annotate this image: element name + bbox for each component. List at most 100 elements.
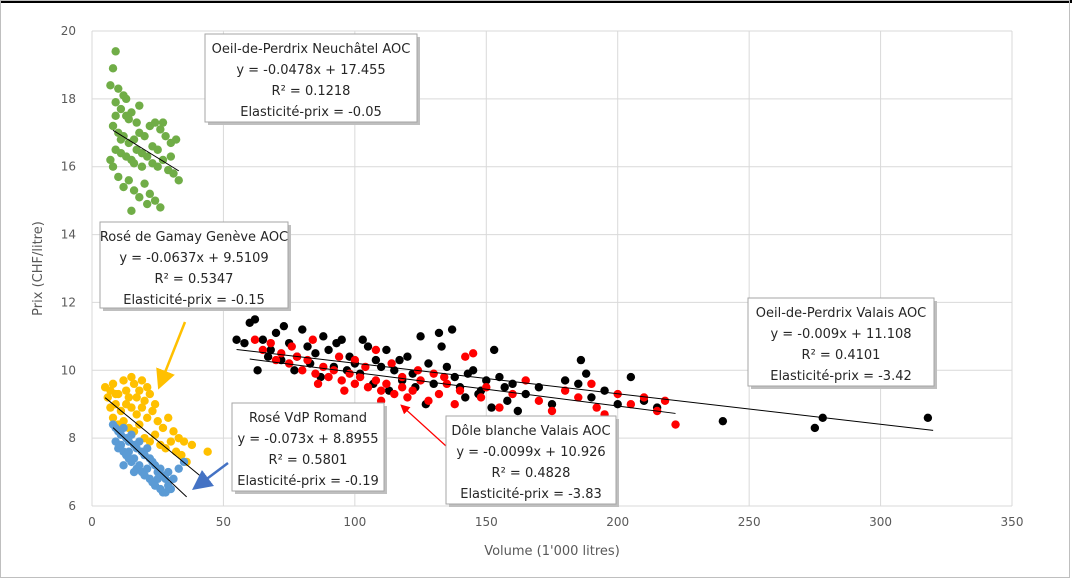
data-point	[810, 423, 820, 433]
data-point	[332, 338, 341, 348]
data-point	[232, 335, 241, 344]
box-title: Oeil-de-Perdrix Neuchâtel AOC	[212, 42, 411, 57]
data-point	[455, 386, 465, 395]
data-point	[429, 369, 438, 378]
x-tick-label: 200	[606, 515, 629, 529]
data-point	[390, 389, 399, 399]
data-point	[253, 366, 262, 375]
box-elasticity: Elasticité-prix = -3.42	[770, 369, 912, 384]
data-point	[161, 474, 170, 484]
data-point	[298, 325, 307, 334]
data-point	[345, 369, 354, 378]
y-tick-label: 20	[61, 24, 76, 38]
axis-labels: Volume (1'000 litres) Prix (CHF/litre)	[31, 221, 620, 559]
data-point	[461, 393, 470, 402]
data-point	[503, 396, 512, 406]
data-point	[266, 338, 275, 348]
data-point	[495, 403, 504, 412]
data-point	[434, 328, 444, 338]
box-equation: y = -0.009x + 11.108	[770, 327, 911, 342]
x-axis-label: Volume (1'000 litres)	[484, 544, 620, 559]
annotation-box: Dôle blanche Valais AOC y = -0.0099x + 10…	[445, 415, 619, 507]
data-point	[179, 437, 189, 446]
annotation-box: Oeil-de-Perdrix Valais AOC y = -0.009x + …	[747, 297, 937, 389]
data-point	[124, 447, 133, 456]
data-point	[132, 410, 141, 419]
data-point	[135, 437, 144, 446]
data-point	[143, 464, 152, 473]
data-point	[547, 400, 557, 409]
data-point	[129, 186, 139, 195]
data-point	[106, 403, 115, 412]
data-point	[350, 379, 360, 389]
trend-lines	[104, 129, 934, 498]
data-point	[127, 403, 136, 412]
data-point	[329, 366, 339, 375]
data-point	[108, 162, 118, 171]
data-point	[437, 342, 446, 351]
data-point	[560, 376, 570, 385]
data-point	[277, 349, 286, 358]
data-point	[376, 386, 386, 395]
data-point	[137, 376, 147, 385]
data-point	[143, 383, 152, 392]
data-point	[403, 393, 412, 402]
data-point	[153, 162, 162, 171]
data-point	[143, 152, 152, 161]
data-point	[355, 372, 365, 382]
data-point	[382, 379, 391, 389]
data-point	[143, 413, 152, 422]
data-point	[671, 420, 680, 429]
data-point	[626, 372, 636, 382]
data-point	[434, 389, 444, 399]
data-point	[513, 406, 523, 416]
data-point	[371, 355, 381, 365]
data-point	[119, 376, 128, 385]
box-background	[445, 415, 617, 505]
data-point	[166, 152, 176, 161]
data-point	[174, 464, 183, 473]
data-point	[284, 359, 294, 368]
box-r2: R² = 0.4828	[492, 466, 571, 481]
box-background	[99, 221, 289, 309]
data-point	[387, 359, 396, 368]
trend-line	[112, 427, 187, 498]
data-point	[124, 454, 133, 463]
data-point	[158, 118, 168, 127]
y-tick-label: 18	[61, 92, 76, 106]
data-point	[150, 430, 160, 439]
data-point	[319, 332, 328, 341]
box-r2: R² = 0.1218	[272, 84, 351, 99]
data-point	[487, 403, 496, 412]
data-point	[482, 383, 491, 392]
data-point	[447, 325, 457, 334]
data-point	[350, 355, 360, 365]
box-elasticity: Elasticité-prix = -0.05	[240, 105, 382, 120]
tick-labels: 0 50 100 150 200 250 300 350 6 8 10 12 14 16 18 20	[61, 24, 1024, 529]
trend-line	[236, 348, 934, 431]
data-point	[382, 345, 391, 355]
data-point	[313, 379, 323, 389]
x-tick-label: 250	[738, 515, 761, 529]
data-point	[592, 403, 601, 412]
data-point	[424, 396, 433, 406]
data-point	[119, 416, 128, 426]
data-point	[137, 162, 147, 171]
box-elasticity: Elasticité-prix = -0.19	[237, 474, 379, 489]
data-point	[111, 389, 120, 399]
data-point	[143, 199, 152, 209]
data-point	[164, 413, 173, 422]
data-point	[429, 379, 438, 389]
x-tick-label: 300	[869, 515, 892, 529]
data-point	[145, 389, 155, 399]
data-point	[174, 176, 183, 185]
data-point	[319, 362, 328, 372]
gamay-arrow	[156, 321, 187, 390]
data-point	[116, 104, 126, 114]
data-point	[476, 393, 486, 402]
data-point	[324, 345, 333, 355]
data-point	[129, 467, 139, 477]
data-point	[424, 359, 433, 368]
